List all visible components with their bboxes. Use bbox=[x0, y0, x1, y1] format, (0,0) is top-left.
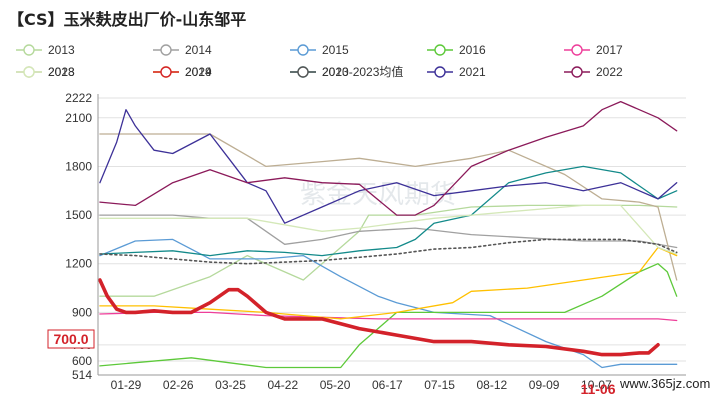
y-tick-label: 600 bbox=[72, 354, 92, 368]
series-line-7 bbox=[99, 165, 678, 257]
legend-marker bbox=[297, 66, 309, 78]
x-tick-label: 02-26 bbox=[163, 378, 194, 392]
legend-marker bbox=[434, 44, 446, 56]
site-watermark: www.365jz.com bbox=[619, 376, 710, 391]
x-tick-label: 08-12 bbox=[477, 378, 508, 392]
legend-marker bbox=[160, 44, 172, 56]
legend-marker bbox=[571, 66, 583, 78]
series-line-1 bbox=[99, 214, 678, 249]
legend: 2013 2014 2015 2016 2017 2018 2019 2020 2021 2022… bbox=[16, 43, 623, 79]
series-line-12 bbox=[99, 238, 678, 265]
legend-marker bbox=[434, 66, 446, 78]
y-tick-label: 514 bbox=[72, 368, 92, 382]
x-tick-label: 07-15 bbox=[424, 378, 455, 392]
legend-label: 2021 bbox=[459, 65, 486, 79]
legend-item: 2021 bbox=[427, 65, 486, 79]
legend-label: 2018 bbox=[48, 65, 75, 79]
x-tick-label: 01-29 bbox=[111, 378, 142, 392]
series-line-4 bbox=[99, 311, 678, 322]
y-tick-label: 2222 bbox=[65, 91, 92, 105]
legend-marker bbox=[160, 66, 172, 78]
legend-label: 2015 bbox=[322, 43, 349, 57]
legend-marker bbox=[571, 44, 583, 56]
x-tick-label: 06-17 bbox=[372, 378, 403, 392]
legend-label: 2023 bbox=[48, 65, 75, 79]
legend-label: 2019 bbox=[185, 65, 212, 79]
legend-label: 2020 bbox=[322, 65, 349, 79]
legend-item: 2015 bbox=[290, 43, 349, 57]
y-tick-label: 900 bbox=[72, 305, 92, 319]
y-tick-label: 2100 bbox=[65, 111, 92, 125]
current-date-label: 11-06 bbox=[580, 381, 615, 397]
legend-item: 2014 bbox=[153, 43, 212, 57]
x-tick-label: 09-09 bbox=[529, 378, 560, 392]
legend-item: 2022 bbox=[564, 65, 623, 79]
series-line-5 bbox=[99, 133, 678, 281]
current-label-box bbox=[47, 329, 95, 349]
legend-item: 2013 bbox=[16, 43, 75, 57]
legend-label: 2013-2023均值 bbox=[322, 64, 403, 79]
series-line-10 bbox=[99, 204, 678, 255]
x-tick-label: 03-25 bbox=[215, 378, 246, 392]
series-line-2 bbox=[99, 238, 678, 369]
series-line-6 bbox=[99, 246, 678, 320]
legend-marker bbox=[23, 44, 35, 56]
legend-marker bbox=[23, 66, 35, 78]
legend-label: 2014 bbox=[185, 43, 212, 57]
legend-label: 2022 bbox=[596, 65, 623, 79]
y-tick-label: 1800 bbox=[65, 159, 92, 173]
x-tick-label: 04-22 bbox=[267, 378, 298, 392]
series-line-9 bbox=[99, 100, 678, 216]
y-tick-label: 1200 bbox=[65, 257, 92, 271]
legend-item: 2013-2023均值 bbox=[290, 64, 403, 79]
series-line-11 bbox=[98, 278, 660, 357]
legend-item: 2024 bbox=[153, 65, 212, 79]
legend-label: 2013 bbox=[48, 43, 75, 57]
x-tick-label: 05-20 bbox=[320, 378, 351, 392]
legend-item: 2023 bbox=[16, 65, 75, 79]
series-line-8 bbox=[99, 109, 678, 224]
series-line-0 bbox=[99, 204, 678, 297]
x-tick-label: 10-07 bbox=[581, 378, 612, 392]
series-group bbox=[98, 100, 678, 369]
axes: 5146007009001200150018002100222201-2902-… bbox=[65, 91, 686, 392]
legend-item: 2016 bbox=[427, 43, 486, 57]
chart-title: 【CS】玉米麸皮出厂价-山东邹平 bbox=[8, 10, 247, 29]
legend-marker bbox=[297, 44, 309, 56]
legend-item: 2017 bbox=[564, 43, 623, 57]
current-label: 700.0 bbox=[53, 331, 88, 347]
legend-label: 2017 bbox=[596, 43, 623, 57]
legend-label: 2024 bbox=[185, 65, 212, 79]
y-tick-label: 1500 bbox=[65, 208, 92, 222]
legend-label: 2016 bbox=[459, 43, 486, 57]
